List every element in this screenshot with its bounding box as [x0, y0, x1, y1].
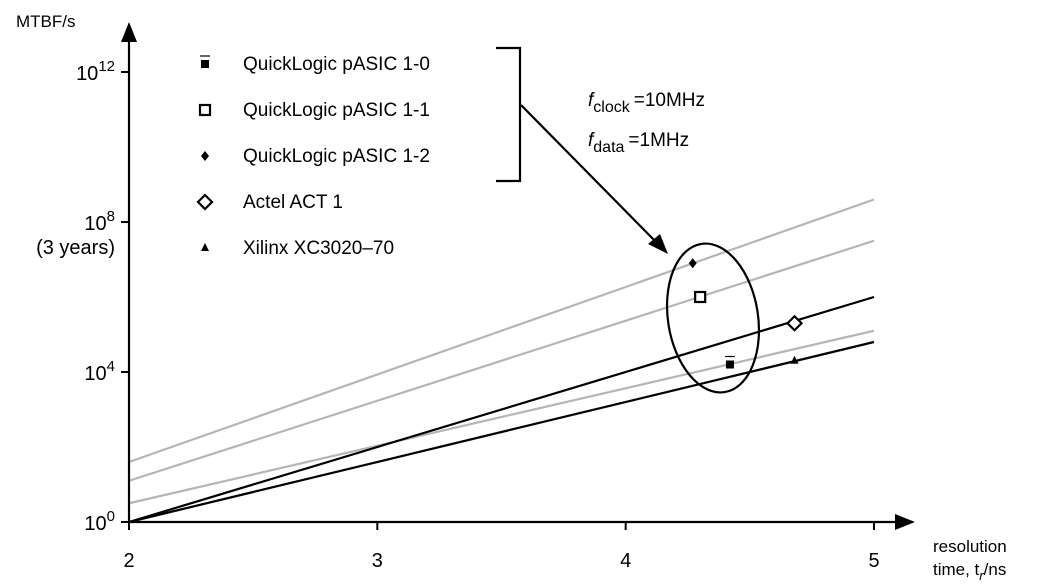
axis-ticks: 2 3 4 5 100 104 108(3 years) 1012	[36, 58, 879, 572]
clock-frequency-annotation: fclock =10MHz	[588, 90, 705, 116]
data-point-filled-triangle	[790, 355, 799, 364]
legend-marker-filled-triangle	[201, 243, 209, 251]
legend-label: Xilinx XC3020–70	[243, 238, 394, 259]
y-tick-label: 100	[84, 508, 115, 535]
legend-label: QuickLogic pASIC 1-2	[243, 146, 430, 167]
data-point-open-diamond	[785, 314, 804, 332]
annotation-arrow	[520, 104, 659, 245]
quicklogic-group-ellipse	[665, 242, 761, 394]
series-line-1	[128, 198, 875, 464]
y-axis-label: MTBF/s	[16, 12, 76, 31]
legend-marker-filled-square	[200, 55, 210, 68]
series-lines	[128, 198, 875, 524]
y-tick-label: 104	[84, 358, 115, 385]
series-line-2	[128, 239, 875, 482]
legend-label: Actel ACT 1	[243, 192, 343, 213]
legend-marker-open-square	[198, 103, 212, 117]
series-line-3	[128, 329, 875, 505]
legend-bracket	[496, 46, 522, 183]
x-axis-label-unit: /ns	[984, 560, 1007, 579]
data-frequency-annotation: fdata =1MHz	[588, 130, 689, 156]
data-point-open-square	[694, 290, 707, 304]
y-tick-note: (3 years)	[36, 237, 115, 259]
x-axis-label-line2: time, tr/ns	[933, 560, 1006, 583]
legend-label: QuickLogic pASIC 1-1	[243, 100, 430, 121]
data-points	[688, 258, 804, 369]
x-axis-label-sub: r	[979, 568, 984, 583]
series-line-4	[128, 295, 875, 524]
legend-label: QuickLogic pASIC 1-0	[243, 54, 430, 75]
legend-marker-open-diamond	[196, 193, 214, 211]
x-tick-label: 5	[868, 550, 879, 572]
y-tick-label: 1012	[76, 58, 115, 85]
x-axis-label-line1: resolution	[933, 537, 1007, 556]
legend: QuickLogic pASIC 1-0 QuickLogic pASIC 1-1…	[196, 54, 430, 259]
y-axis-arrow	[121, 22, 137, 42]
y-tick-label: 108	[84, 208, 115, 235]
data-point-filled-square	[724, 355, 735, 369]
data-point-filled-diamond	[688, 258, 697, 269]
x-tick-label: 2	[123, 550, 134, 572]
legend-marker-filled-diamond	[201, 151, 209, 161]
series-line-5	[128, 340, 875, 524]
x-tick-label: 3	[372, 550, 383, 572]
x-tick-label: 4	[620, 550, 631, 572]
annotation-arrowhead	[648, 234, 668, 254]
x-axis-arrow	[895, 514, 915, 530]
